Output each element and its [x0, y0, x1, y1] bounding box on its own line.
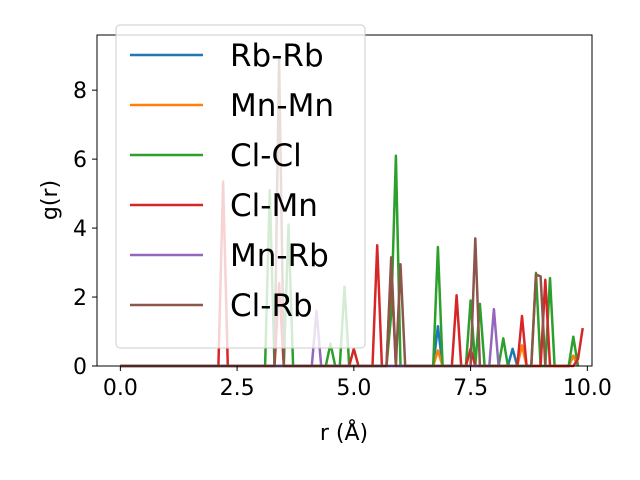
legend: Rb-Rb Mn-Mn Cl-Cl Cl-Mn Mn-Rb Cl-Rb [115, 24, 366, 349]
x-tick-label: 0.0 [103, 376, 138, 401]
y-tick-label: 6 [73, 148, 87, 173]
x-tick-label: 2.5 [220, 376, 255, 401]
legend-label-cl-rb: Cl-Rb [230, 288, 313, 324]
legend-label-mn-rb: Mn-Rb [230, 238, 329, 274]
x-axis-label: r (Å) [320, 419, 368, 446]
legend-label-rb-rb: Rb-Rb [230, 38, 324, 74]
y-tick-label: 0 [73, 355, 87, 380]
y-axis-label: g(r) [38, 180, 63, 220]
y-tick-label: 8 [73, 79, 87, 104]
series-line-mn-mn [120, 344, 580, 368]
legend-items: Rb-Rb Mn-Mn Cl-Cl Cl-Mn Mn-Rb Cl-Rb [130, 38, 334, 324]
x-tick-label: 5.0 [336, 376, 371, 401]
x-tick-label: 7.5 [453, 376, 488, 401]
y-axis-ticks: 0 2 4 6 8 [73, 79, 97, 380]
legend-label-cl-mn: Cl-Mn [230, 188, 318, 224]
y-tick-label: 2 [73, 286, 87, 311]
legend-label-cl-cl: Cl-Cl [230, 138, 302, 174]
x-tick-label: 10.0 [563, 376, 612, 401]
y-tick-label: 4 [73, 217, 87, 242]
x-axis-ticks: 0.0 2.5 5.0 7.5 10.0 [103, 366, 612, 401]
legend-label-mn-mn: Mn-Mn [230, 88, 334, 124]
